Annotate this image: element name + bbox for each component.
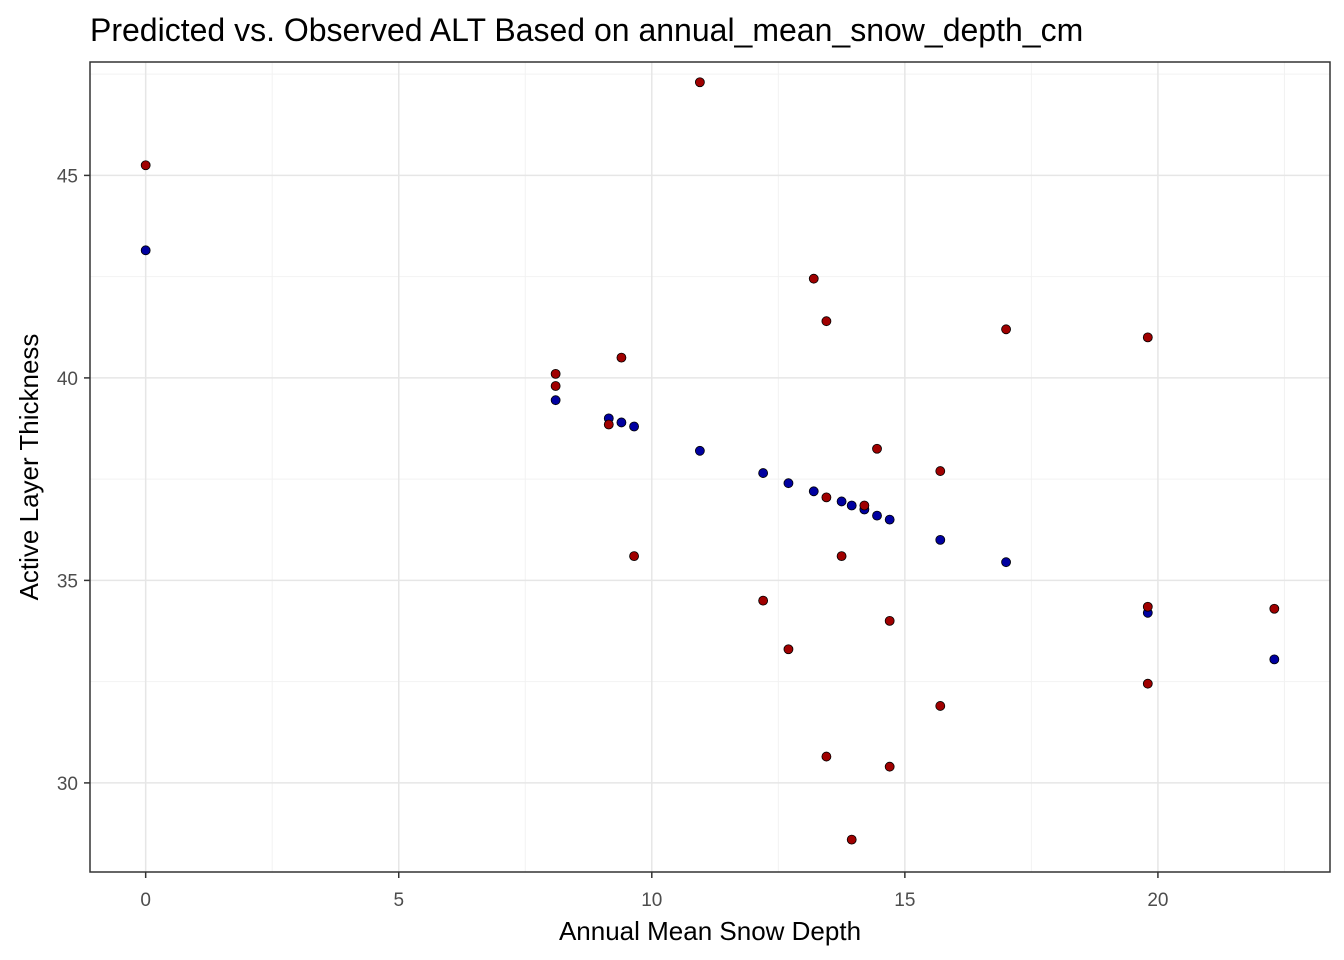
x-tick-label: 20 bbox=[1147, 890, 1168, 911]
data-point-red bbox=[846, 834, 857, 845]
y-tick-label: 40 bbox=[57, 369, 78, 390]
major-gridlines bbox=[90, 62, 1330, 872]
y-tick-label: 45 bbox=[57, 166, 78, 187]
data-point-red bbox=[550, 368, 561, 379]
data-point-blue bbox=[783, 478, 794, 489]
data-point-blue bbox=[758, 468, 769, 478]
data-point-blue bbox=[935, 535, 946, 545]
data-point-red bbox=[884, 616, 895, 626]
x-tick-label: 10 bbox=[641, 890, 662, 911]
plot-panel bbox=[90, 62, 1330, 872]
data-point-red bbox=[935, 701, 946, 711]
data-point-red bbox=[1269, 603, 1280, 614]
data-point-blue bbox=[550, 395, 561, 406]
data-point-red bbox=[1142, 601, 1153, 612]
x-axis-ticks: 0 5 10 15 20 bbox=[140, 872, 1168, 911]
data-point-red bbox=[836, 551, 847, 561]
data-point-red bbox=[694, 77, 705, 88]
data-point-red bbox=[821, 492, 832, 503]
data-point-red bbox=[1142, 678, 1153, 689]
y-axis-ticks: 30 35 40 45 bbox=[57, 166, 90, 795]
data-point-red bbox=[884, 761, 895, 772]
data-point-blue bbox=[616, 417, 627, 428]
data-point-blue bbox=[1269, 654, 1280, 665]
y-axis-title: Active Layer Thickness bbox=[14, 334, 44, 601]
y-tick-label: 35 bbox=[57, 571, 78, 592]
data-point-blue bbox=[846, 500, 857, 511]
data-point-blue bbox=[140, 245, 151, 256]
data-point-red bbox=[872, 443, 882, 454]
data-point-red bbox=[1001, 324, 1011, 335]
data-point-red bbox=[140, 160, 151, 171]
data-point-red bbox=[603, 419, 614, 430]
data-point-blue bbox=[836, 496, 847, 507]
data-point-red bbox=[1142, 332, 1153, 343]
data-point-blue bbox=[694, 445, 705, 456]
data-point-blue bbox=[1001, 557, 1011, 568]
data-point-red bbox=[821, 316, 832, 327]
x-tick-label: 0 bbox=[140, 890, 151, 911]
minor-gridlines bbox=[90, 62, 1330, 872]
data-point-red bbox=[629, 551, 639, 561]
data-point-red bbox=[616, 352, 627, 363]
data-point-blue bbox=[629, 421, 639, 432]
data-point-red bbox=[758, 595, 769, 606]
data-point-red bbox=[821, 751, 832, 762]
data-point-blue bbox=[884, 514, 895, 525]
data-point-blue bbox=[808, 486, 819, 497]
data-points bbox=[140, 77, 1280, 845]
x-tick-label: 5 bbox=[393, 890, 404, 911]
data-point-red bbox=[859, 500, 870, 511]
data-point-red bbox=[935, 466, 946, 476]
chart-title: Predicted vs. Observed ALT Based on annu… bbox=[90, 12, 1083, 48]
data-point-red bbox=[550, 381, 561, 391]
data-point-red bbox=[783, 644, 794, 655]
x-axis-title: Annual Mean Snow Depth bbox=[559, 916, 861, 946]
data-point-blue bbox=[872, 510, 882, 521]
data-point-red bbox=[808, 273, 819, 284]
x-tick-label: 15 bbox=[894, 890, 915, 911]
y-tick-label: 30 bbox=[57, 774, 78, 795]
plot-border bbox=[89, 61, 1331, 873]
